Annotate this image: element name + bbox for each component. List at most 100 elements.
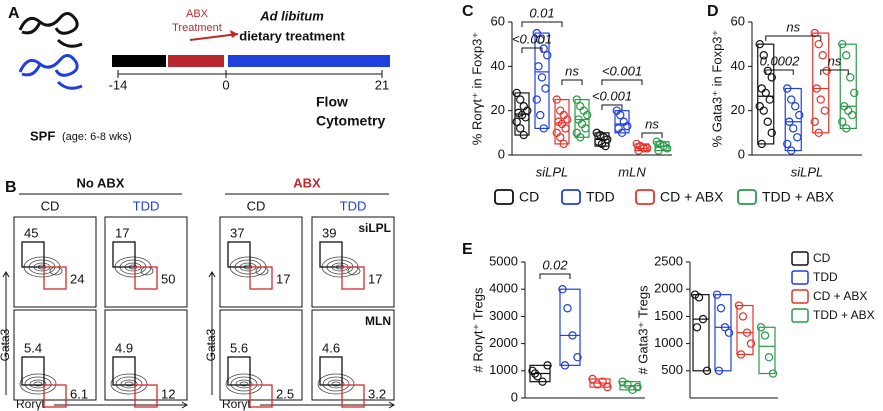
data-point xyxy=(850,88,859,98)
data-point xyxy=(512,88,521,98)
y-tick-label: 4000 xyxy=(489,281,518,296)
significance-bracket xyxy=(765,35,822,41)
row-label: MLN xyxy=(365,314,391,328)
y-tick-label: 5000 xyxy=(489,253,518,268)
data-point xyxy=(539,124,548,133)
data-point xyxy=(633,382,642,392)
gate xyxy=(43,384,67,408)
readout-label: Flow xyxy=(316,94,348,110)
significance-bracket xyxy=(601,104,623,110)
y-axis-label: Gata3 xyxy=(204,328,218,361)
gate xyxy=(43,266,67,290)
arrow-head xyxy=(230,30,238,38)
legend-swatch xyxy=(791,289,809,304)
range-box xyxy=(784,87,802,152)
data-point xyxy=(588,374,597,384)
data-point xyxy=(764,353,774,362)
significance-bracket xyxy=(539,273,571,279)
contour xyxy=(317,373,355,395)
data-point xyxy=(757,139,766,149)
data-point xyxy=(698,314,708,324)
legend-swatch xyxy=(494,189,514,205)
data-point xyxy=(783,139,792,149)
data-point xyxy=(593,380,602,389)
significance-bracket xyxy=(521,47,543,53)
data-point xyxy=(810,28,819,38)
flow-plot-frame xyxy=(104,216,188,308)
data-point xyxy=(694,293,704,302)
data-point xyxy=(623,121,632,131)
data-point xyxy=(603,382,612,392)
data-point xyxy=(720,323,730,332)
legend-label: CD + ABX xyxy=(813,289,867,303)
gate xyxy=(227,241,251,268)
data-point xyxy=(724,328,734,337)
range-box xyxy=(758,326,776,375)
column-label: CD xyxy=(247,198,266,213)
range-box xyxy=(614,110,630,134)
p-value: ns xyxy=(645,116,659,131)
data-point xyxy=(556,133,565,142)
data-point xyxy=(844,106,853,115)
data-point xyxy=(538,377,547,386)
data-point xyxy=(519,130,528,140)
gate-value: 4.6 xyxy=(322,340,340,355)
contour xyxy=(49,266,63,276)
legend-label: CD xyxy=(519,189,539,205)
y-tick-label: 40 xyxy=(731,58,745,73)
contour xyxy=(322,376,350,392)
gate-value: 4.9 xyxy=(115,340,133,355)
y-tick-label: 0 xyxy=(511,389,518,404)
contour xyxy=(327,379,345,389)
data-point xyxy=(559,139,568,149)
mouse-icon xyxy=(18,54,83,90)
legend-swatch xyxy=(791,270,809,285)
range-box xyxy=(534,32,550,129)
data-point xyxy=(618,377,627,386)
range-box xyxy=(812,32,830,134)
data-point xyxy=(532,95,541,104)
significance-bracket xyxy=(601,79,643,85)
data-point xyxy=(757,84,766,93)
data-point xyxy=(537,73,547,82)
p-value: ns xyxy=(828,53,842,68)
category-label: mLN xyxy=(618,164,646,179)
data-point xyxy=(742,328,752,337)
gate-value: 12 xyxy=(161,386,175,401)
data-point xyxy=(702,366,712,375)
data-point xyxy=(616,110,625,120)
gate xyxy=(227,356,251,386)
y-tick-label: 20 xyxy=(731,102,745,117)
gate xyxy=(134,266,158,290)
data-point xyxy=(536,110,545,120)
y-tick-label: 20 xyxy=(491,102,505,117)
data-point xyxy=(767,128,776,138)
gate-value: 24 xyxy=(70,271,84,286)
data-point xyxy=(628,385,637,395)
gate-value: 17 xyxy=(276,271,290,286)
data-point xyxy=(759,106,768,115)
contour xyxy=(19,373,57,395)
data-point xyxy=(561,124,570,133)
flow-plot-frame xyxy=(13,216,97,308)
data-point xyxy=(734,301,744,310)
gate xyxy=(249,266,273,290)
data-point xyxy=(534,62,543,71)
data-point xyxy=(712,290,722,299)
gate xyxy=(112,241,136,268)
y-tick-label: 3000 xyxy=(489,308,518,323)
category-label: siLPL xyxy=(536,164,569,179)
p-value: 0.02 xyxy=(542,257,568,272)
contour xyxy=(33,381,43,387)
data-point xyxy=(521,113,530,122)
p-value: <0.001 xyxy=(512,31,552,46)
legend-label: TDD xyxy=(813,270,838,284)
data-point xyxy=(822,66,831,75)
data-point xyxy=(539,44,548,53)
day-label: -14 xyxy=(109,77,128,92)
gate-value: 50 xyxy=(161,271,175,286)
flow-plot-frame xyxy=(311,216,395,308)
data-point xyxy=(789,124,798,133)
gate-value: 37 xyxy=(230,225,244,240)
data-point xyxy=(787,95,796,104)
